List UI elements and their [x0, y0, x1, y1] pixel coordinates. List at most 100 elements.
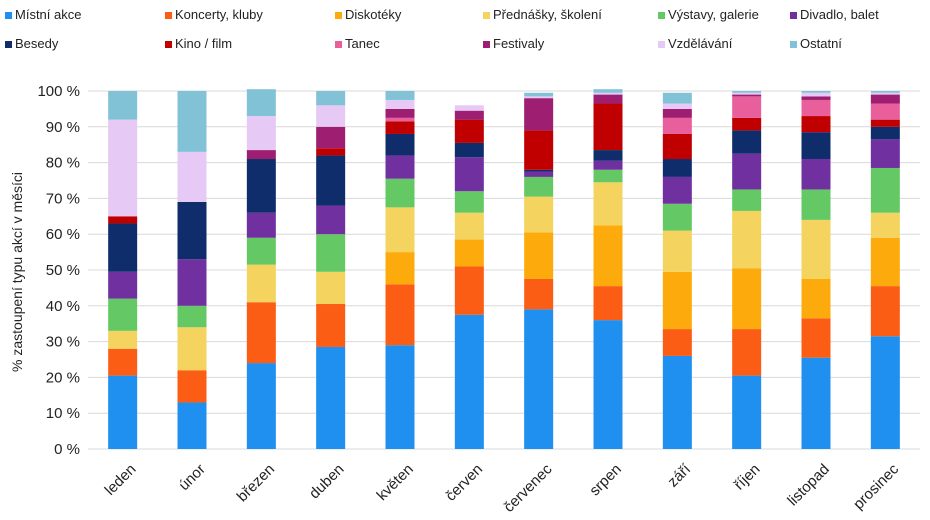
x-tick-label: březen: [234, 461, 278, 505]
legend-swatch: [335, 12, 342, 19]
bar-segment: [385, 117, 415, 122]
bar-segment: [801, 91, 831, 93]
bar-segment: [385, 155, 415, 179]
x-tick-label: červenec: [500, 460, 555, 515]
bar-segment: [177, 327, 207, 371]
bar-segment: [246, 150, 276, 160]
bar-segment: [801, 116, 831, 133]
bar-segment: [870, 119, 900, 127]
x-tick-label: květen: [374, 461, 417, 504]
bar-segment: [662, 329, 692, 356]
bar-segment: [108, 348, 138, 376]
x-tick-label: listopad: [784, 461, 833, 510]
legend-label: Divadlo, balet: [800, 7, 879, 22]
bar-segment: [870, 167, 900, 213]
bar-segment: [454, 191, 484, 213]
bar-segment: [593, 89, 623, 93]
y-axis-label: % zastoupení typu akcí v měsíci: [9, 172, 25, 372]
bar-segment: [524, 169, 554, 172]
x-tick-label: duben: [306, 461, 348, 503]
bar-segment: [524, 232, 554, 279]
bar-segment: [177, 305, 207, 328]
legend-swatch: [5, 41, 12, 48]
legend-swatch: [165, 41, 172, 48]
legend-label: Tanec: [345, 36, 380, 51]
bar-segment: [454, 266, 484, 315]
bar-segment: [316, 148, 346, 156]
bar-segment: [870, 92, 900, 95]
bar-segment: [108, 298, 138, 331]
legend-swatch: [658, 12, 665, 19]
bar-segment: [662, 271, 692, 330]
bar-segment: [593, 94, 623, 104]
bar-segment: [177, 151, 207, 202]
bar-segment: [662, 92, 692, 104]
legend-label: Vzdělávání: [668, 36, 733, 51]
bar-segment: [732, 117, 762, 131]
bar-segment: [662, 203, 692, 231]
bar-segment: [593, 320, 623, 449]
bar-segment: [870, 286, 900, 337]
bar-segment: [801, 278, 831, 319]
bar-segment: [732, 329, 762, 376]
bar-segment: [385, 133, 415, 156]
bar-segment: [385, 99, 415, 109]
bar-segment: [732, 94, 762, 97]
bar-segment: [801, 99, 831, 117]
bar-segment: [593, 169, 623, 183]
bar-segment: [732, 92, 762, 95]
bar-segment: [246, 302, 276, 364]
legend-label: Diskotéky: [345, 7, 402, 22]
bar-segment: [662, 108, 692, 118]
bar-segment: [870, 103, 900, 120]
bar-segment: [524, 196, 554, 233]
bar-segment: [454, 239, 484, 267]
bar-segment: [801, 92, 831, 97]
bar-segment: [593, 286, 623, 321]
bar-segment: [177, 402, 207, 449]
bar-segment: [108, 119, 138, 217]
legend-label: Kino / film: [175, 36, 232, 51]
bar-segment: [385, 345, 415, 449]
y-tick-label: 70 %: [46, 190, 80, 207]
legend-swatch: [790, 12, 797, 19]
gridlines: [88, 90, 920, 450]
bar-segment: [316, 271, 346, 305]
bar-segment: [593, 92, 623, 95]
bar-segment: [177, 370, 207, 403]
bar-segment: [454, 110, 484, 120]
bar-segment: [732, 96, 762, 118]
bar-segment: [524, 92, 554, 97]
bar-segment: [732, 210, 762, 269]
legend-label: Festivaly: [493, 36, 545, 51]
x-axis-ticks: leden únor březen duben květen červen červenec…: [102, 460, 903, 516]
legend-swatch: [658, 41, 665, 48]
bar-segment: [385, 284, 415, 346]
bar-segment: [870, 336, 900, 449]
bar-segment: [870, 94, 900, 104]
bar-segment: [385, 121, 415, 134]
bar-segment: [108, 223, 138, 272]
y-tick-label: 80 %: [46, 155, 80, 172]
bar-segment: [801, 132, 831, 160]
bar-segment: [108, 91, 138, 120]
bar-segment: [524, 309, 554, 449]
y-tick-label: 0 %: [54, 441, 80, 458]
y-tick-label: 90 %: [46, 119, 80, 136]
bar-segment: [246, 264, 276, 303]
bar-segment: [662, 103, 692, 109]
bar-segment: [316, 205, 346, 235]
legend-swatch: [335, 41, 342, 48]
bar-segment: [662, 355, 692, 449]
legend-label: Místní akce: [15, 7, 81, 22]
bar-segment: [732, 375, 762, 449]
bar-segment: [316, 105, 346, 127]
y-tick-label: 30 %: [46, 334, 80, 351]
bar-segment: [108, 375, 138, 449]
bar-segment: [316, 155, 346, 206]
legend-label: Výstavy, galerie: [668, 7, 759, 22]
bar-segment: [454, 105, 484, 111]
bar-segment: [316, 91, 346, 106]
bar-segment: [870, 126, 900, 140]
